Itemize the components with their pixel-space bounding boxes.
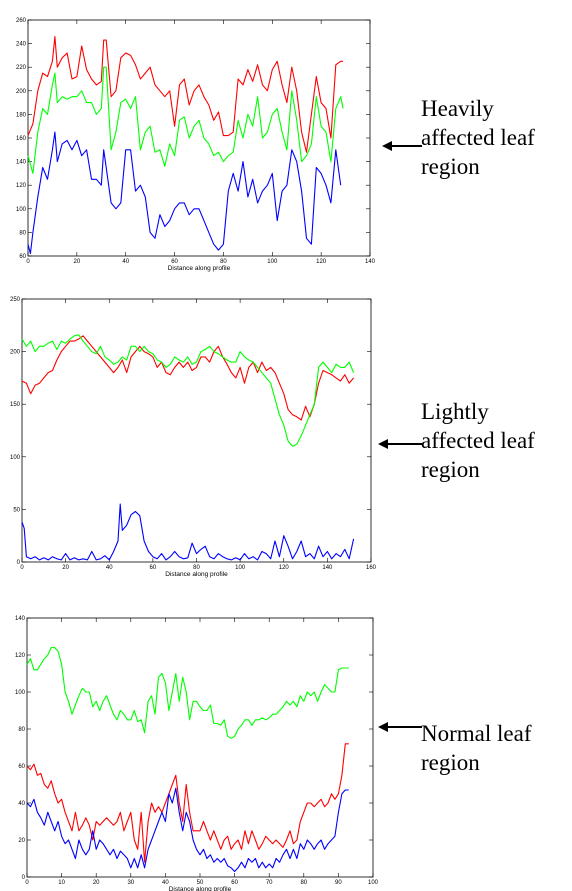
y-tick-label: 100	[15, 690, 26, 696]
x-tick-label: 60	[171, 259, 178, 265]
arrow-left-icon	[378, 439, 422, 449]
y-tick-label: 40	[18, 801, 25, 807]
x-tick-label: 40	[106, 565, 113, 571]
x-tick-label: 140	[365, 259, 376, 265]
annotation-line: Lightly	[421, 399, 489, 424]
annotation-line: region	[421, 750, 480, 775]
x-axis-label: Distance along profile	[165, 571, 228, 578]
y-tick-label: 260	[16, 18, 27, 24]
x-tick-label: 70	[266, 880, 273, 886]
y-tick-label: 80	[18, 727, 25, 733]
x-tick-label: 10	[58, 880, 65, 886]
y-tick-label: 20	[18, 838, 25, 844]
y-tick-label: 0	[22, 875, 26, 881]
arrow-left-icon	[378, 722, 422, 732]
series-line-0	[21, 335, 355, 421]
x-tick-label: 100	[267, 259, 278, 265]
y-tick-label: 180	[16, 112, 27, 118]
x-tick-label: 120	[279, 565, 290, 571]
y-tick-label: 240	[16, 42, 27, 48]
x-tick-label: 80	[220, 259, 227, 265]
x-tick-label: 80	[300, 880, 307, 886]
annotation-lightly-affected: Lightly affected leaf region	[421, 397, 535, 484]
y-tick-label: 200	[16, 89, 27, 95]
series-line-0	[26, 647, 349, 739]
arrow-left-icon	[382, 141, 422, 151]
annotation-line: Normal leaf	[421, 721, 532, 746]
y-tick-label: 250	[10, 297, 21, 303]
y-tick-label: 0	[17, 560, 21, 566]
y-tick-label: 200	[10, 350, 21, 356]
series-line-1	[27, 66, 344, 174]
annotation-line: affected leaf	[421, 125, 535, 150]
x-tick-label: 60	[150, 565, 157, 571]
y-tick-label: 150	[10, 402, 21, 408]
x-tick-label: 30	[127, 880, 134, 886]
series-line-1	[21, 334, 355, 447]
x-tick-label: 0	[25, 880, 29, 886]
y-tick-label: 100	[16, 207, 27, 213]
x-tick-label: 80	[193, 565, 200, 571]
x-axis-label: Distance along profile	[169, 886, 232, 891]
x-tick-label: 120	[316, 259, 327, 265]
series-line-2	[26, 787, 349, 873]
y-tick-label: 80	[19, 230, 26, 236]
annotation-normal: Normal leaf region	[421, 719, 531, 777]
x-tick-label: 90	[335, 880, 342, 886]
y-tick-label: 220	[16, 65, 27, 71]
x-tick-label: 20	[93, 880, 100, 886]
annotation-line: region	[421, 154, 480, 179]
y-tick-label: 120	[16, 183, 27, 189]
profile-chart-lightly-affected: 0 20 40 60 80 100 120 140 160 0 50 100 150 200 250 Dist…	[10, 297, 377, 578]
x-tick-label: 40	[162, 880, 169, 886]
x-tick-label: 0	[26, 259, 30, 265]
y-tick-label: 60	[18, 764, 25, 770]
x-tick-label: 20	[62, 565, 69, 571]
x-tick-label: 40	[122, 259, 129, 265]
y-tick-label: 100	[10, 455, 21, 461]
y-tick-label: 160	[16, 136, 27, 142]
x-tick-label: 60	[231, 880, 238, 886]
y-tick-label: 140	[15, 616, 26, 622]
annotation-heavily-affected: Heavily affected leaf region	[421, 94, 535, 181]
x-tick-label: 100	[368, 880, 379, 886]
x-axis-label: Distance along profile	[168, 265, 231, 272]
profile-chart-heavily-affected: 0 20 40 60 80 100 120 140 60 80 100 120 140 160 180 200…	[16, 18, 376, 272]
plot-frame	[26, 617, 374, 878]
x-tick-label: 100	[235, 565, 246, 571]
x-tick-label: 50	[197, 880, 204, 886]
annotation-line: affected leaf	[421, 428, 535, 453]
x-tick-label: 0	[20, 565, 24, 571]
y-tick-label: 140	[16, 160, 27, 166]
y-tick-label: 50	[13, 507, 20, 513]
annotation-line: region	[421, 457, 480, 482]
x-tick-label: 160	[366, 565, 377, 571]
x-tick-label: 20	[74, 259, 81, 265]
y-tick-label: 120	[15, 653, 26, 659]
series-line-1	[26, 743, 349, 863]
annotation-line: Heavily	[421, 96, 494, 121]
series-line-2	[27, 131, 342, 255]
series-line-2	[21, 503, 355, 561]
x-tick-label: 140	[322, 565, 333, 571]
y-tick-label: 60	[19, 254, 26, 260]
series-line-0	[27, 35, 344, 153]
